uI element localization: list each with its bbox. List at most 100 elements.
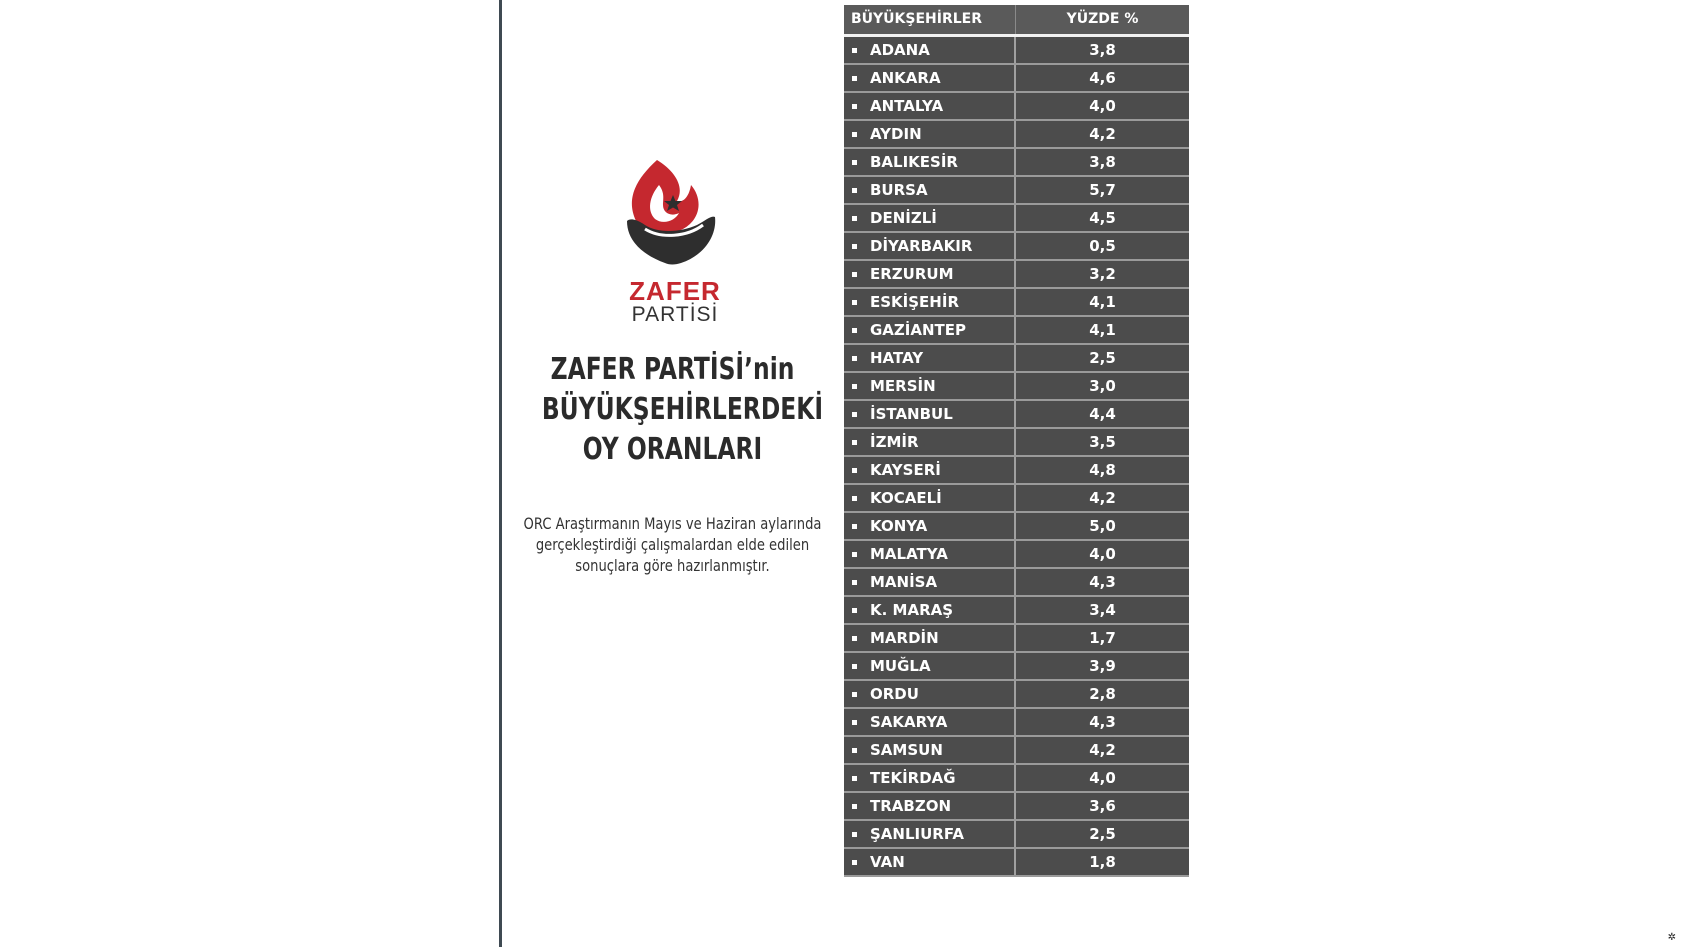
bullet-icon (852, 663, 857, 669)
city-cell: AYDIN (844, 121, 1016, 147)
zafer-partisi-logo: ZAFER PARTİSİ (605, 155, 745, 326)
percent-cell: 4,3 (1089, 573, 1116, 591)
city-name: KONYA (870, 517, 928, 535)
city-name: ANKARA (870, 69, 941, 87)
bullet-icon (852, 271, 857, 277)
percent-cell: 3,2 (1089, 265, 1116, 283)
city-name: SAKARYA (870, 713, 948, 731)
city-cell: MANİSA (844, 569, 1016, 595)
city-cell: ANTALYA (844, 93, 1016, 119)
table-row: ŞANLIURFA 2,5 (844, 821, 1189, 849)
table-row: İZMİR 3,5 (844, 429, 1189, 457)
table-row: K. MARAŞ 3,4 (844, 597, 1189, 625)
city-name: ŞANLIURFA (870, 825, 964, 843)
table-row: KONYA 5,0 (844, 513, 1189, 541)
table-row: SAMSUN 4,2 (844, 737, 1189, 765)
city-cell: GAZİANTEP (844, 317, 1016, 343)
city-cell: TEKİRDAĞ (844, 765, 1016, 791)
city-cell: K. MARAŞ (844, 597, 1016, 623)
city-name: DENİZLİ (870, 209, 937, 227)
bullet-icon (852, 439, 857, 445)
city-cell: VAN (844, 849, 1016, 875)
title-line-2: BÜYÜKŞEHİRLERDEKİ (541, 392, 824, 427)
bullet-icon (852, 691, 857, 697)
table-row: TRABZON 3,6 (844, 793, 1189, 821)
percent-cell: 4,5 (1089, 209, 1116, 227)
percent-cell: 1,8 (1089, 853, 1116, 871)
bullet-icon (852, 747, 857, 753)
city-name: AYDIN (870, 125, 922, 143)
page-title: ZAFER PARTİSİ’nin BÜYÜKŞEHİRLERDEKİ OY O… (541, 350, 824, 470)
percent-cell: 3,8 (1089, 41, 1116, 59)
percent-cell: 1,7 (1089, 629, 1116, 647)
table-row: BURSA 5,7 (844, 177, 1189, 205)
city-name: ERZURUM (870, 265, 954, 283)
table-row: VAN 1,8 (844, 849, 1189, 877)
city-cell: DİYARBAKIR (844, 233, 1016, 259)
table-row: MANİSA 4,3 (844, 569, 1189, 597)
city-name: VAN (870, 853, 905, 871)
city-name: MERSİN (870, 377, 936, 395)
percent-cell: 4,1 (1089, 321, 1116, 339)
city-cell: ORDU (844, 681, 1016, 707)
bullet-icon (852, 719, 857, 725)
table-row: MARDİN 1,7 (844, 625, 1189, 653)
city-name: İSTANBUL (870, 405, 953, 423)
bullet-icon (852, 523, 857, 529)
city-name: K. MARAŞ (870, 601, 954, 619)
table-row: GAZİANTEP 4,1 (844, 317, 1189, 345)
table-body: ADANA 3,8 ANKARA 4,6 ANTALYA 4,0 AYDIN 4,2 BALIK… (844, 37, 1189, 877)
percent-cell: 4,2 (1089, 741, 1116, 759)
city-cell: MALATYA (844, 541, 1016, 567)
city-cell: KAYSERİ (844, 457, 1016, 483)
city-name: DİYARBAKIR (870, 237, 973, 255)
city-name: İZMİR (870, 433, 919, 451)
bullet-icon (852, 383, 857, 389)
logo-wordmark-partisi: PARTİSİ (631, 303, 719, 326)
city-cell: İZMİR (844, 429, 1016, 455)
gear-icon: ✲ (1667, 932, 1676, 943)
city-cell: MUĞLA (844, 653, 1016, 679)
city-name: MUĞLA (870, 657, 931, 675)
city-name: BALIKESİR (870, 153, 958, 171)
city-name: ADANA (870, 41, 930, 59)
percent-cell: 4,3 (1089, 713, 1116, 731)
city-cell: BURSA (844, 177, 1016, 203)
bullet-icon (852, 327, 857, 333)
city-cell: SAKARYA (844, 709, 1016, 735)
table-row: ANTALYA 4,0 (844, 93, 1189, 121)
vote-share-table: BÜYÜKŞEHİRLER YÜZDE % ADANA 3,8 ANKARA 4,6 A… (844, 5, 1189, 877)
table-row: ERZURUM 3,2 (844, 261, 1189, 289)
bullet-icon (852, 579, 857, 585)
city-name: KAYSERİ (870, 461, 941, 479)
city-cell: MARDİN (844, 625, 1016, 651)
bullet-icon (852, 159, 857, 165)
table-row: KAYSERİ 4,8 (844, 457, 1189, 485)
bullet-icon (852, 215, 857, 221)
table-row: HATAY 2,5 (844, 345, 1189, 373)
table-row: KOCAELİ 4,2 (844, 485, 1189, 513)
table-row: SAKARYA 4,3 (844, 709, 1189, 737)
bullet-icon (852, 551, 857, 557)
city-name: ESKİŞEHİR (870, 293, 959, 311)
city-name: MARDİN (870, 629, 939, 647)
percent-cell: 2,5 (1089, 825, 1116, 843)
bullet-icon (852, 467, 857, 473)
table-row: DENİZLİ 4,5 (844, 205, 1189, 233)
city-cell: TRABZON (844, 793, 1016, 819)
table-row: TEKİRDAĞ 4,0 (844, 765, 1189, 793)
city-cell: İSTANBUL (844, 401, 1016, 427)
table-row: MALATYA 4,0 (844, 541, 1189, 569)
percent-cell: 2,5 (1089, 349, 1116, 367)
bullet-icon (852, 47, 857, 53)
table-row: ESKİŞEHİR 4,1 (844, 289, 1189, 317)
city-name: ORDU (870, 685, 919, 703)
table-row: MUĞLA 3,9 (844, 653, 1189, 681)
city-cell: HATAY (844, 345, 1016, 371)
percent-cell: 3,6 (1089, 797, 1116, 815)
source-description: ORC Araştırmanın Mayıs ve Haziran ayları… (511, 513, 835, 576)
percent-cell: 2,8 (1089, 685, 1116, 703)
city-name: BURSA (870, 181, 928, 199)
column-header-city: BÜYÜKŞEHİRLER (844, 5, 1016, 34)
percent-cell: 4,0 (1089, 97, 1116, 115)
